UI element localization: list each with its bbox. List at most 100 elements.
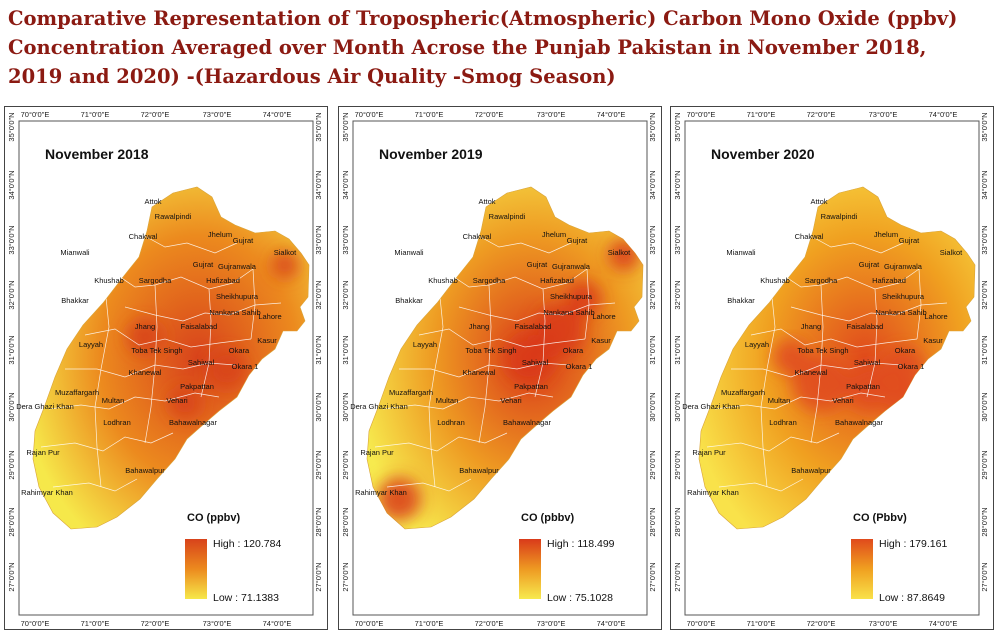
top-lon-tick-label: 74°0'0"E — [929, 110, 958, 119]
left-lat-tick-label: 35°0'0"N — [7, 112, 16, 141]
district-label: Kasur — [257, 336, 277, 345]
district-label: Nankana Sahib — [543, 308, 594, 317]
district-label: Gujrat — [859, 260, 880, 269]
right-lat-tick-label: 29°0'0"N — [980, 450, 989, 479]
bottom-lon-tick-label: 71°0'0"E — [415, 619, 444, 628]
district-label: Lahore — [258, 312, 281, 321]
right-lat-tick-label: 27°0'0"N — [648, 562, 657, 591]
legend-title: CO (Pbbv) — [853, 512, 907, 524]
district-boundary — [478, 284, 492, 444]
district-boundary — [386, 478, 472, 492]
left-lat-tick-label: 33°0'0"N — [341, 225, 350, 254]
left-lat-tick-label: 32°0'0"N — [673, 280, 682, 309]
district-label: Bahawalnagar — [503, 418, 551, 427]
top-lon-tick-label: 72°0'0"E — [807, 110, 836, 119]
district-label: Jhang — [469, 322, 489, 331]
left-lat-tick-label: 30°0'0"N — [341, 392, 350, 421]
left-lat-tick-label: 27°0'0"N — [341, 562, 350, 591]
district-label: Lodhran — [103, 418, 131, 427]
right-lat-tick-label: 29°0'0"N — [648, 450, 657, 479]
left-lat-tick-label: 27°0'0"N — [673, 562, 682, 591]
left-lat-tick-label: 28°0'0"N — [7, 507, 16, 536]
district-label: Khanewal — [129, 368, 162, 377]
top-lon-tick-label: 73°0'0"E — [203, 110, 232, 119]
right-lat-tick-label: 33°0'0"N — [980, 225, 989, 254]
legend-title: CO (pbbv) — [521, 512, 574, 524]
right-lat-tick-label: 34°0'0"N — [314, 170, 323, 199]
district-label: Rajan Pur — [360, 448, 394, 457]
right-lat-tick-label: 28°0'0"N — [314, 507, 323, 536]
left-lat-tick-label: 31°0'0"N — [673, 335, 682, 364]
panel-month-title: November 2019 — [379, 146, 483, 162]
district-label: Jhang — [801, 322, 821, 331]
district-boundary — [374, 432, 508, 452]
district-label: Khushab — [94, 276, 124, 285]
district-boundaries — [374, 234, 616, 492]
district-boundaries — [40, 234, 282, 492]
punjab-co-concentration-area — [32, 186, 310, 530]
district-label: Gujranwala — [552, 262, 591, 271]
district-label: Gujrat — [899, 236, 920, 245]
district-label: Vehari — [832, 396, 854, 405]
right-lat-tick-label: 35°0'0"N — [314, 112, 323, 141]
left-lat-tick-label: 30°0'0"N — [673, 392, 682, 421]
top-lon-tick-label: 74°0'0"E — [597, 110, 626, 119]
legend-high-label: High : 118.499 — [547, 538, 615, 550]
district-label: Bhakkar — [61, 296, 89, 305]
district-boundary — [418, 328, 586, 348]
top-lon-tick-label: 71°0'0"E — [747, 110, 776, 119]
district-label: Vehari — [500, 396, 522, 405]
district-label: Chakwal — [795, 232, 824, 241]
district-label: Hafizabad — [872, 276, 906, 285]
district-boundary — [382, 392, 554, 410]
top-lon-tick-label: 71°0'0"E — [415, 110, 444, 119]
district-label: Hafizabad — [206, 276, 240, 285]
right-lat-tick-label: 31°0'0"N — [980, 335, 989, 364]
map-svg: 70°0'0"E 70°0'0"E 71°0'0"E 71°0'0"E 72°0'0"E… — [341, 110, 657, 628]
district-boundary — [750, 328, 918, 348]
district-boundary — [810, 284, 824, 444]
right-lat-tick-label: 27°0'0"N — [314, 562, 323, 591]
left-lat-tick-label: 29°0'0"N — [7, 450, 16, 479]
district-label: Bahawalpur — [459, 466, 499, 475]
district-label: Rahimyar Khan — [21, 488, 73, 497]
district-boundary — [866, 288, 878, 398]
bottom-lon-tick-label: 73°0'0"E — [203, 619, 232, 628]
district-label: Bahawalnagar — [835, 418, 883, 427]
district-label: Okara 1 — [898, 362, 925, 371]
co-hotspot — [377, 477, 421, 521]
district-label: Okara — [563, 346, 584, 355]
district-label: Hafizabad — [540, 276, 574, 285]
district-label: Lodhran — [769, 418, 797, 427]
district-label: Rawalpindi — [489, 212, 526, 221]
left-lat-tick-label: 28°0'0"N — [341, 507, 350, 536]
district-boundary — [144, 284, 158, 444]
title-line-1: Comparative Representation of Tropospher… — [8, 7, 958, 30]
left-lat-tick-label: 30°0'0"N — [7, 392, 16, 421]
co-hotspot — [793, 355, 849, 411]
district-label: Gujranwala — [218, 262, 257, 271]
legend-color-ramp — [519, 539, 541, 599]
district-label: Sialkot — [940, 248, 963, 257]
right-lat-tick-label: 34°0'0"N — [980, 170, 989, 199]
left-lat-tick-label: 29°0'0"N — [673, 450, 682, 479]
panel-month-title: November 2018 — [45, 146, 149, 162]
map-svg: 70°0'0"E 70°0'0"E 71°0'0"E 71°0'0"E 72°0'0"E… — [673, 110, 989, 628]
district-label: Chakwal — [463, 232, 492, 241]
district-label: Pakpattan — [846, 382, 880, 391]
legend-low-label: Low : 71.1383 — [213, 592, 279, 604]
district-boundary — [808, 234, 904, 254]
district-boundary — [142, 234, 238, 254]
district-label: Nankana Sahib — [875, 308, 926, 317]
right-lat-tick-label: 33°0'0"N — [648, 225, 657, 254]
right-lat-tick-label: 28°0'0"N — [980, 507, 989, 536]
left-lat-tick-label: 35°0'0"N — [341, 112, 350, 141]
left-lat-tick-label: 28°0'0"N — [673, 507, 682, 536]
right-lat-tick-label: 31°0'0"N — [648, 335, 657, 364]
bottom-lon-tick-label: 72°0'0"E — [807, 619, 836, 628]
top-lon-tick-label: 72°0'0"E — [141, 110, 170, 119]
district-label: Bhakkar — [395, 296, 423, 305]
district-boundary — [52, 478, 138, 492]
district-label: Gujrat — [233, 236, 254, 245]
district-label: Jhelum — [542, 230, 566, 239]
